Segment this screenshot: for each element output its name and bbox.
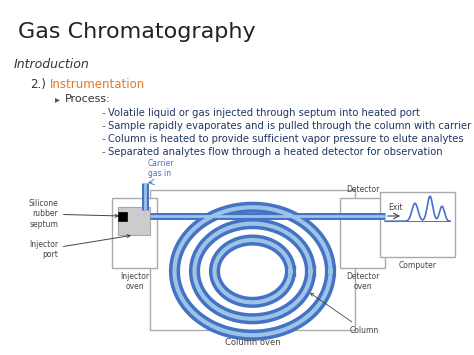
Text: Injector
port: Injector port xyxy=(29,235,130,260)
Text: Injector
oven: Injector oven xyxy=(120,272,149,291)
Text: Detector
oven: Detector oven xyxy=(346,272,379,291)
Text: Process:: Process: xyxy=(65,94,111,104)
Text: Exit: Exit xyxy=(388,203,402,212)
Text: Silicone
rubber
septum: Silicone rubber septum xyxy=(28,199,118,229)
Text: Column is heated to provide sufficient vapor pressure to elute analytes: Column is heated to provide sufficient v… xyxy=(108,134,464,144)
Text: Detector: Detector xyxy=(346,185,379,194)
Text: Sample rapidly evaporates and is pulled through the column with carrier gas: Sample rapidly evaporates and is pulled … xyxy=(108,121,474,131)
Bar xyxy=(112,198,157,268)
Bar xyxy=(380,192,455,257)
Text: -: - xyxy=(102,108,106,118)
Text: Gas Chromatography: Gas Chromatography xyxy=(18,22,255,42)
Text: Column: Column xyxy=(310,293,379,335)
Text: Column oven: Column oven xyxy=(225,338,280,347)
Text: 2.): 2.) xyxy=(30,78,46,91)
Text: ▸: ▸ xyxy=(55,94,60,104)
Bar xyxy=(118,212,127,221)
Text: Separated analytes flow through a heated detector for observation: Separated analytes flow through a heated… xyxy=(108,147,443,157)
Text: -: - xyxy=(102,134,106,144)
Bar xyxy=(150,190,355,330)
Bar xyxy=(340,198,385,268)
Text: Computer: Computer xyxy=(399,261,437,270)
Text: Volatile liquid or gas injected through septum into heated port: Volatile liquid or gas injected through … xyxy=(108,108,420,118)
Text: -: - xyxy=(102,147,106,157)
Text: Carrier
gas in: Carrier gas in xyxy=(148,159,174,178)
Text: Instrumentation: Instrumentation xyxy=(50,78,145,91)
Bar xyxy=(118,207,150,235)
Text: Introduction: Introduction xyxy=(14,58,90,71)
Text: -: - xyxy=(102,121,106,131)
